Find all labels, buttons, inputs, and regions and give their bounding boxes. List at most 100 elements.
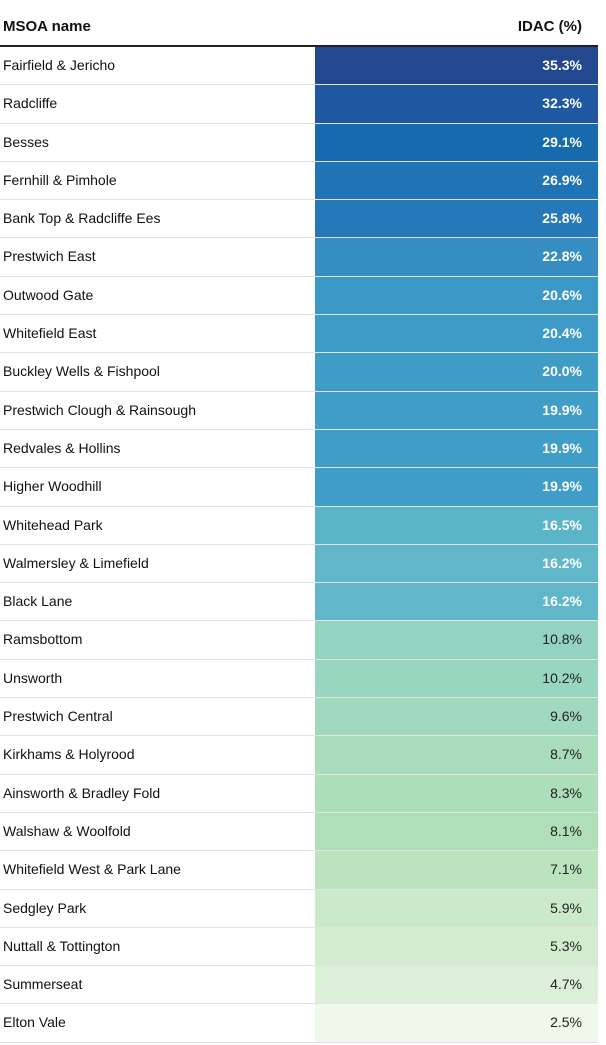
table-row: Buckley Wells & Fishpool 20.0%	[0, 353, 598, 392]
idac-value-label: 19.9%	[542, 439, 582, 456]
idac-value-cell: 20.4%	[315, 315, 598, 353]
idac-value-label: 9.6%	[550, 708, 582, 725]
msoa-name-cell: Summerseat	[3, 976, 83, 993]
table-row: Prestwich East 22.8%	[0, 238, 598, 277]
table-row: Redvales & Hollins 19.9%	[0, 429, 598, 469]
msoa-name-cell: Nuttall & Tottington	[3, 937, 121, 954]
idac-value-label: 8.1%	[550, 822, 582, 839]
msoa-name-cell: Ainsworth & Bradley Fold	[3, 784, 161, 801]
idac-value-cell: 25.8%	[315, 200, 598, 238]
idac-value-cell: 22.8%	[315, 238, 598, 276]
idac-value-cell: 8.1%	[315, 812, 598, 851]
table-row: Elton Vale 2.5%	[0, 1004, 598, 1043]
table-row: Walmersley & Limefield 16.2%	[0, 544, 598, 584]
idac-value-cell: 10.8%	[315, 621, 598, 659]
msoa-name-cell: Whitefield East	[3, 325, 97, 342]
msoa-name-cell: Buckley Wells & Fishpool	[3, 363, 160, 380]
idac-value-label: 5.9%	[550, 899, 582, 916]
table-row: Black Lane 16.2%	[0, 583, 598, 622]
idac-value-label: 5.3%	[550, 937, 582, 954]
idac-value-cell: 19.9%	[315, 429, 598, 468]
idac-value-cell: 8.7%	[315, 736, 598, 774]
table-row: Whitefield West & Park Lane 7.1%	[0, 851, 598, 890]
column-header-idac: IDAC (%)	[517, 18, 582, 35]
msoa-name-cell: Prestwich Central	[3, 708, 113, 725]
msoa-name-cell: Fairfield & Jericho	[3, 57, 116, 73]
table-row: Bank Top & Radcliffe Ees 25.8%	[0, 200, 598, 239]
idac-value-label: 10.2%	[542, 669, 582, 686]
table-row: Unsworth 10.2%	[0, 659, 598, 699]
msoa-name-cell: Ramsbottom	[3, 631, 83, 648]
table-row: Whitefield East 20.4%	[0, 315, 598, 354]
table-row: Besses 29.1%	[0, 123, 598, 162]
idac-value-cell: 26.9%	[315, 161, 598, 200]
idac-value-cell: 8.3%	[315, 774, 598, 812]
idac-value-cell: 19.9%	[315, 468, 598, 506]
table-row: Kirkhams & Holyrood 8.7%	[0, 736, 598, 775]
idac-value-label: 25.8%	[542, 210, 582, 227]
table-row: Higher Woodhill 19.9%	[0, 468, 598, 507]
idac-value-cell: 5.3%	[315, 927, 598, 966]
msoa-name-cell: Whitehead Park	[3, 516, 103, 533]
table-row: Fairfield & Jericho 35.3%	[0, 47, 598, 86]
msoa-name-cell: Higher Woodhill	[3, 478, 102, 495]
idac-value-label: 8.3%	[550, 784, 582, 801]
idac-value-cell: 32.3%	[315, 85, 598, 123]
msoa-name-cell: Unsworth	[3, 669, 63, 686]
idac-value-label: 19.9%	[542, 478, 582, 495]
msoa-name-cell: Prestwich Clough & Rainsough	[3, 401, 196, 418]
idac-value-cell: 7.1%	[315, 851, 598, 889]
msoa-name-cell: Black Lane	[3, 593, 73, 610]
idac-value-label: 2.5%	[550, 1014, 582, 1031]
idac-value-label: 16.5%	[542, 516, 582, 533]
msoa-name-cell: Redvales & Hollins	[3, 439, 121, 456]
idac-value-label: 16.2%	[542, 593, 582, 610]
msoa-name-cell: Fernhill & Pimhole	[3, 171, 117, 188]
idac-value-label: 22.8%	[542, 248, 582, 265]
idac-value-label: 16.2%	[542, 554, 582, 571]
column-header-msoa-name: MSOA name	[3, 18, 91, 35]
idac-value-cell: 16.5%	[315, 506, 598, 544]
idac-value-label: 20.4%	[542, 325, 582, 342]
msoa-name-cell: Bank Top & Radcliffe Ees	[3, 210, 161, 227]
msoa-name-cell: Walshaw & Woolfold	[3, 822, 131, 839]
idac-value-label: 32.3%	[542, 95, 582, 112]
idac-value-label: 19.9%	[542, 401, 582, 418]
msoa-name-cell: Kirkhams & Holyrood	[3, 746, 135, 763]
table-row: Whitehead Park 16.5%	[0, 506, 598, 545]
idac-value-cell: 4.7%	[315, 966, 598, 1004]
idac-value-label: 4.7%	[550, 976, 582, 993]
idac-value-cell: 16.2%	[315, 544, 598, 583]
table-row: Outwood Gate 20.6%	[0, 276, 598, 316]
msoa-name-cell: Elton Vale	[3, 1014, 66, 1031]
idac-value-label: 20.6%	[542, 286, 582, 303]
idac-value-cell: 9.6%	[315, 698, 598, 736]
idac-value-cell: 29.1%	[315, 123, 598, 161]
table-row: Radcliffe 32.3%	[0, 85, 598, 124]
idac-value-cell: 20.6%	[315, 276, 598, 315]
idac-value-label: 35.3%	[542, 57, 582, 73]
table-row: Prestwich Clough & Rainsough 19.9%	[0, 391, 598, 430]
idac-value-label: 10.8%	[542, 631, 582, 648]
idac-value-cell: 19.9%	[315, 391, 598, 429]
msoa-name-cell: Outwood Gate	[3, 286, 94, 303]
idac-value-cell: 20.0%	[315, 353, 598, 391]
msoa-name-cell: Besses	[3, 133, 49, 150]
table-row: Sedgley Park 5.9%	[0, 889, 598, 928]
idac-value-label: 7.1%	[550, 861, 582, 878]
idac-value-label: 8.7%	[550, 746, 582, 763]
table-row: Walshaw & Woolfold 8.1%	[0, 812, 598, 852]
msoa-name-cell: Prestwich East	[3, 248, 96, 265]
table-row: Prestwich Central 9.6%	[0, 698, 598, 737]
msoa-name-cell: Whitefield West & Park Lane	[3, 861, 181, 878]
idac-value-cell: 5.9%	[315, 889, 598, 927]
msoa-name-cell: Sedgley Park	[3, 899, 87, 916]
msoa-name-cell: Walmersley & Limefield	[3, 554, 149, 571]
table-row: Fernhill & Pimhole 26.9%	[0, 161, 598, 201]
table-header: MSOA name IDAC (%)	[0, 0, 598, 47]
idac-value-cell: 35.3%	[315, 47, 598, 85]
table-body: Fairfield & Jericho 35.3% Radcliffe 32.3% Be…	[0, 47, 598, 1043]
idac-value-cell: 2.5%	[315, 1004, 598, 1042]
idac-value-cell: 10.2%	[315, 659, 598, 698]
